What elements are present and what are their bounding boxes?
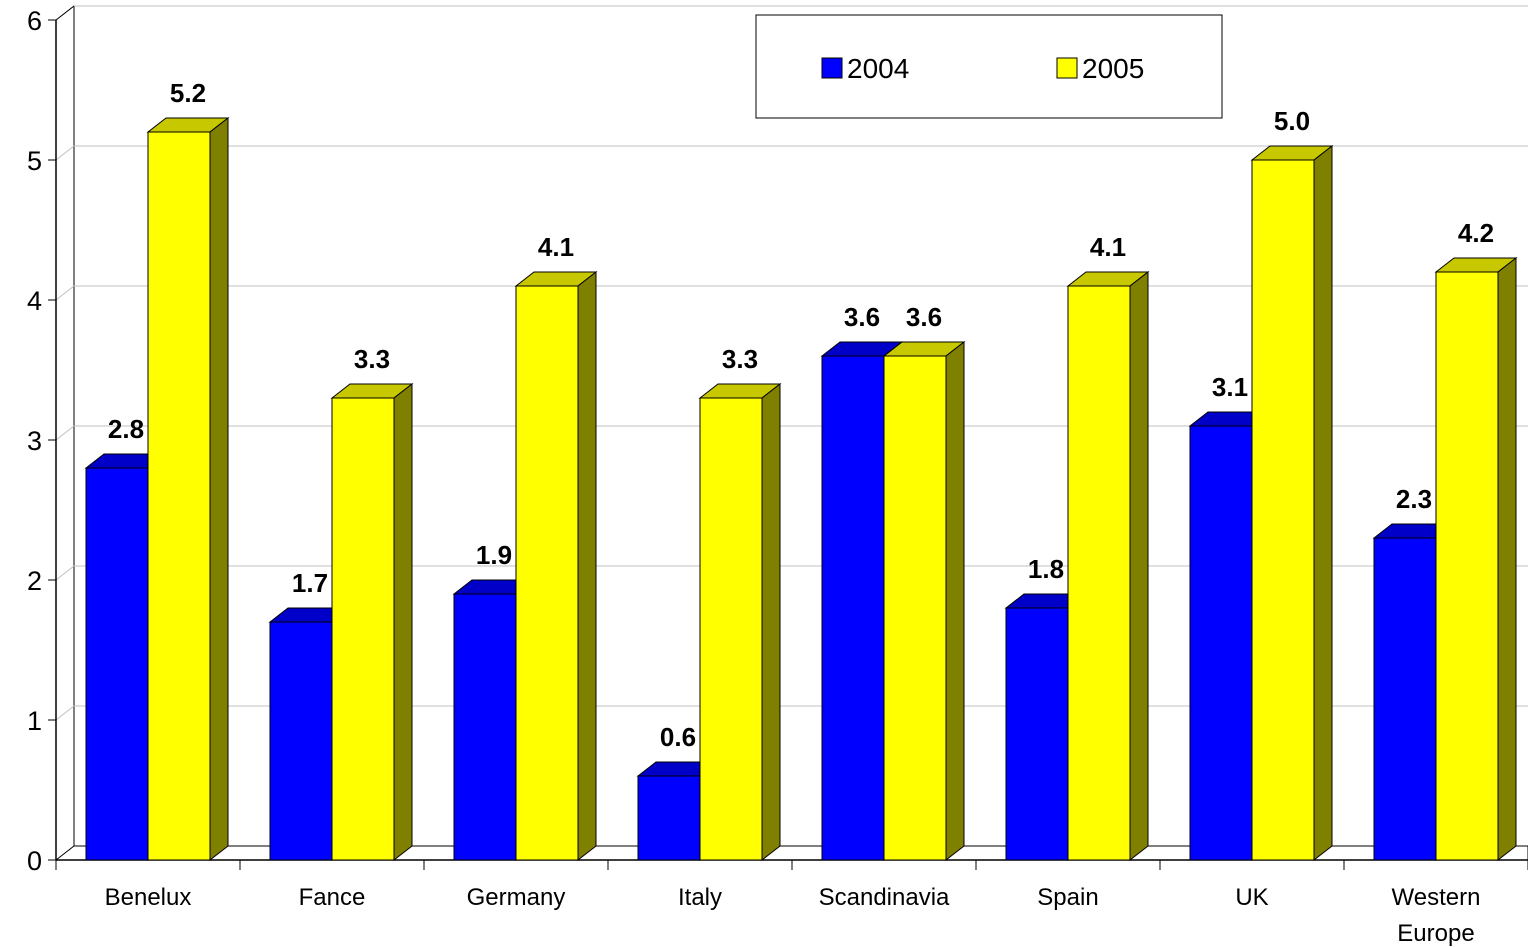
bar-side xyxy=(1497,256,1517,862)
bar-front xyxy=(453,593,517,861)
data-label: 2.8 xyxy=(108,414,144,444)
data-labels: 2.8 1.7 1.9 0.6 3.6 1.8 3.1 2.3 5.2 3.3 4.1 3.3 3.6 4… xyxy=(108,78,1494,752)
data-label: 5.0 xyxy=(1274,106,1310,136)
x-tick-label-line: Benelux xyxy=(105,884,192,911)
x-tick-label-line: Fance xyxy=(299,884,366,911)
y-axis-depth xyxy=(55,5,75,21)
legend-label-2004: 2004 xyxy=(847,53,909,84)
legend: 2004 2005 xyxy=(755,14,1223,119)
bar-front xyxy=(331,397,395,861)
data-label: 2.3 xyxy=(1396,484,1432,514)
gridline-depth xyxy=(55,145,75,161)
y-tick-label: 6 xyxy=(27,6,42,36)
x-tick-label: Western Europe xyxy=(1392,884,1481,947)
bar-front xyxy=(1373,537,1437,861)
bar-front xyxy=(883,355,947,861)
x-tick-label: Scandinavia xyxy=(819,884,950,911)
bar-front xyxy=(699,397,763,861)
gridline-depth xyxy=(55,285,75,301)
bar-2005 xyxy=(146,116,230,862)
bar-side xyxy=(393,382,413,862)
bar-2005 xyxy=(330,382,414,862)
bar-front xyxy=(1005,607,1069,861)
bar-front xyxy=(1189,425,1253,861)
y-tick-label: 3 xyxy=(27,426,42,456)
x-tick-label: Italy xyxy=(678,884,722,911)
x-tick-label-line: Western xyxy=(1392,884,1481,911)
data-label: 1.7 xyxy=(292,568,328,598)
x-tick-label-line: Europe xyxy=(1397,920,1474,947)
gridline-depth xyxy=(55,425,75,441)
bar-side xyxy=(761,382,781,862)
bars xyxy=(84,116,1518,862)
x-tick-label-line: Italy xyxy=(678,884,722,911)
data-label: 3.6 xyxy=(844,302,880,332)
x-tick-label: Germany xyxy=(467,884,566,911)
y-tick-label: 1 xyxy=(27,706,42,736)
y-tick-label: 2 xyxy=(27,566,42,596)
y-tick-label: 0 xyxy=(27,846,42,876)
data-label: 0.6 xyxy=(660,722,696,752)
x-tick-label-line: Germany xyxy=(467,884,566,911)
x-tick-label-line: Scandinavia xyxy=(819,884,950,911)
bar-front xyxy=(1435,271,1499,861)
data-label: 4.1 xyxy=(538,232,574,262)
bar-2005 xyxy=(882,340,966,862)
gridline-depth xyxy=(55,565,75,581)
bar-2005 xyxy=(1250,144,1334,862)
bar-front xyxy=(269,621,333,861)
bar-front xyxy=(637,775,701,861)
bar-side xyxy=(945,340,965,862)
data-label: 5.2 xyxy=(170,78,206,108)
data-label: 1.8 xyxy=(1028,554,1064,584)
bar-front xyxy=(85,467,149,861)
bar-2005 xyxy=(1434,256,1518,862)
bar-front xyxy=(821,355,885,861)
bar-2005 xyxy=(514,270,598,862)
data-label: 3.3 xyxy=(722,344,758,374)
x-tick-label: Benelux xyxy=(105,884,192,911)
bar-side xyxy=(209,116,229,862)
bar-front xyxy=(147,131,211,861)
x-tick-label: Fance xyxy=(299,884,366,911)
bar-side xyxy=(1129,270,1149,862)
legend-swatch-2005 xyxy=(1056,57,1078,79)
data-label: 1.9 xyxy=(476,540,512,570)
bar-2005 xyxy=(1066,270,1150,862)
x-tick-label: UK xyxy=(1235,884,1268,911)
bar-2005 xyxy=(698,382,782,862)
bar-side xyxy=(577,270,597,862)
data-label: 3.6 xyxy=(906,302,942,332)
legend-label-2005: 2005 xyxy=(1082,53,1144,84)
x-tick-label: Spain xyxy=(1037,884,1098,911)
y-tick-label: 4 xyxy=(27,286,42,316)
x-tick-label-line: UK xyxy=(1235,884,1268,911)
gridline-depth xyxy=(55,705,75,721)
data-label: 4.1 xyxy=(1090,232,1126,262)
data-label: 3.1 xyxy=(1212,372,1248,402)
bar-front xyxy=(515,285,579,861)
data-label: 3.3 xyxy=(354,344,390,374)
y-tick-label: 5 xyxy=(27,146,42,176)
legend-swatch-2004 xyxy=(821,57,843,79)
data-label: 4.2 xyxy=(1458,218,1494,248)
bar-front xyxy=(1251,159,1315,861)
x-tick-label-line: Spain xyxy=(1037,884,1098,911)
bar-side xyxy=(1313,144,1333,862)
bar-front xyxy=(1067,285,1131,861)
